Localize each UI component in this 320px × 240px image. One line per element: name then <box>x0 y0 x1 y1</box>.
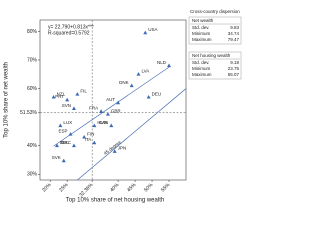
point-label: CAN <box>99 120 109 125</box>
fit-line <box>53 66 170 147</box>
y-tick-label: 70% <box>27 57 38 63</box>
point <box>75 92 80 96</box>
x-tick-label: 40% <box>109 182 121 194</box>
point <box>143 30 148 35</box>
point-label: SVK <box>52 155 61 160</box>
point <box>92 140 97 145</box>
panel-row-value: 9.83 <box>230 25 239 30</box>
point <box>136 72 141 76</box>
y-tick-label: 30% <box>27 172 38 178</box>
point <box>92 123 97 128</box>
panel-row-value: 55.07 <box>228 72 240 77</box>
point-label: GBR <box>111 108 122 113</box>
point-label: GRC <box>61 140 72 145</box>
point <box>146 94 151 99</box>
y-tick-label: 60% <box>27 86 38 92</box>
point <box>99 109 104 113</box>
point-label: NZL <box>57 91 66 96</box>
point-label: DNK <box>119 80 129 85</box>
point <box>71 106 76 110</box>
point <box>65 97 70 102</box>
y-tick-label: 51.53% <box>20 110 38 116</box>
point-label: LVA <box>141 68 149 73</box>
point-label: FRA <box>89 106 98 111</box>
point <box>61 158 66 163</box>
x-tick-label: 25% <box>58 182 70 194</box>
point <box>112 149 117 153</box>
point <box>116 100 121 105</box>
panel-row-label: Maximum <box>192 72 212 77</box>
panel-row-value: 23.75 <box>228 66 240 71</box>
r-squared: R-squared=0.5792 <box>48 30 90 36</box>
panel-row-value: 9.18 <box>230 60 239 65</box>
point-label: BEL <box>60 140 69 145</box>
point <box>54 143 59 148</box>
point-label: DEU <box>152 91 162 96</box>
x-tick-label: 20% <box>41 182 53 194</box>
point-label: AUT <box>106 97 115 102</box>
plot-frame <box>39 19 187 181</box>
chart: Top 10% share of net wealth Top 10% shar… <box>4 9 242 204</box>
y-axis-label: Top 10% share of net wealth <box>4 62 10 138</box>
panel-row-label: Std. dev. <box>192 60 209 65</box>
point <box>105 112 110 116</box>
point-label: HUN <box>97 120 107 125</box>
point <box>129 83 134 88</box>
point-label: JPN <box>118 146 127 151</box>
point-label: LUX <box>63 120 72 125</box>
point-label: ESP <box>59 128 68 133</box>
y-tick-label: 40% <box>27 143 38 149</box>
panel-section-title: Net wealth <box>192 18 214 23</box>
x-axis-label: Top 10% share of net housing wealth <box>66 198 164 204</box>
y-tick-label: 80% <box>27 29 38 35</box>
x-tick-label: 55% <box>160 182 172 194</box>
point-label: ITA <box>85 137 92 142</box>
panel-row-label: Std. dev. <box>192 25 209 30</box>
panel-row-label: Maximum <box>192 37 212 42</box>
point <box>82 134 87 139</box>
point-label: USA <box>148 27 157 32</box>
diagonal-line <box>77 88 187 181</box>
panel-row-value: 79.47 <box>228 37 240 42</box>
point-label: NLD <box>157 60 167 65</box>
panel-title: Cross-country dispersion <box>190 9 240 14</box>
point-label: FIN <box>87 131 94 136</box>
panel-row-label: Minimum <box>192 31 211 36</box>
panel-box <box>188 16 242 45</box>
point-label: FIL <box>80 88 87 93</box>
point <box>109 123 114 128</box>
point <box>167 63 172 68</box>
panel-box <box>188 51 242 80</box>
panel-row-value: 34.74 <box>228 31 240 36</box>
panel-section-title: Net housing wealth <box>192 53 231 58</box>
point-label: SVN <box>62 103 71 108</box>
point <box>51 94 56 99</box>
x-tick-label: 32.36% <box>78 182 95 199</box>
x-tick-label: 45% <box>126 182 138 194</box>
point <box>58 123 63 128</box>
point <box>68 132 73 136</box>
x-tick-label: 50% <box>143 182 155 194</box>
point-label: PRT <box>55 94 64 99</box>
equation: y= 22.790+0.813x*** <box>48 24 94 30</box>
panel-row-label: Minimum <box>192 66 211 71</box>
point <box>71 143 76 148</box>
